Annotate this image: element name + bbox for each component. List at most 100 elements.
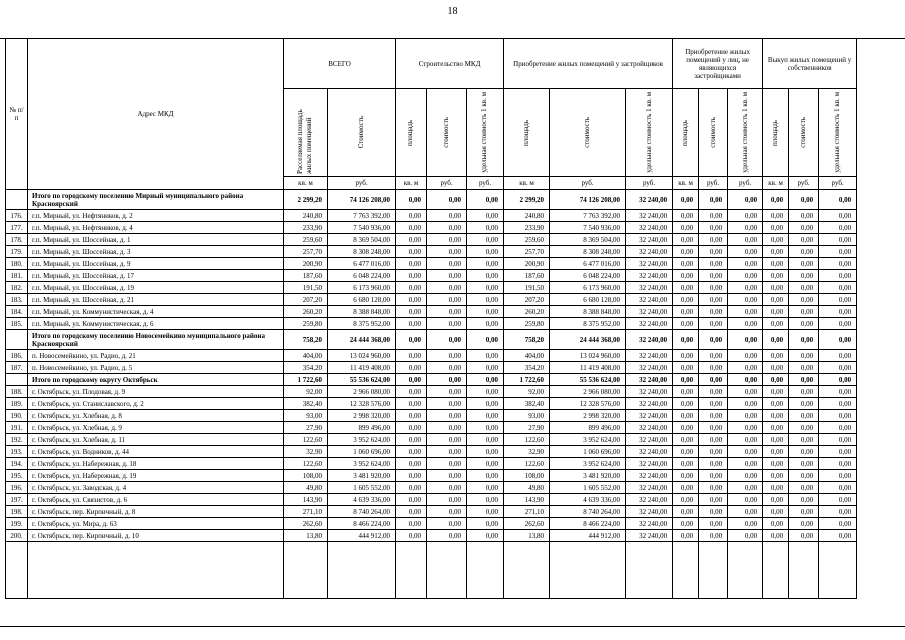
row-value: 0,00 xyxy=(426,209,468,222)
row-value: 240,80 xyxy=(503,209,551,222)
row-number: 179. xyxy=(5,245,28,258)
col-unit: кв. м xyxy=(762,176,790,190)
col-subheader: стоимость xyxy=(698,88,729,177)
row-value: 7 763 392,00 xyxy=(326,209,397,222)
row-value: 32 240,00 xyxy=(625,221,674,234)
row-value: 0,00 xyxy=(672,505,700,518)
row-value: 0,00 xyxy=(426,269,468,282)
row-value: 32 240,00 xyxy=(625,209,674,222)
row-value: 0,00 xyxy=(672,493,700,506)
row-value: 24 444 368,00 xyxy=(549,329,627,350)
row-value: 3 481 920,00 xyxy=(326,469,397,482)
row-value: 0,00 xyxy=(672,233,700,246)
row-value: 260,20 xyxy=(283,305,328,318)
row-value: 0,00 xyxy=(426,317,468,330)
col-header-address: Адрес МКД xyxy=(27,38,284,190)
row-value: 0,00 xyxy=(466,517,505,530)
row-value: 0,00 xyxy=(395,505,428,518)
row-value: 0,00 xyxy=(698,421,729,434)
row-value: 0,00 xyxy=(818,493,858,506)
row-value: 0,00 xyxy=(466,257,505,270)
row-value: 0,00 xyxy=(762,349,790,362)
row-number: 186. xyxy=(5,349,28,362)
units-row: кв. м руб. кв. м руб. руб. кв. м руб. руб. кв. м… xyxy=(6,176,858,190)
table-row: 180. г.п. Мирный, ул. Шоссейная, д. 9 200,… xyxy=(5,257,858,270)
empty-cell xyxy=(395,541,428,599)
row-value: 899 496,00 xyxy=(326,421,397,434)
row-value: 0,00 xyxy=(762,317,790,330)
empty-cell xyxy=(788,541,820,599)
row-value: 74 126 208,00 xyxy=(549,189,627,210)
row-value: 2 299,20 xyxy=(283,189,328,210)
row-value: 0,00 xyxy=(698,317,729,330)
row-number: 177. xyxy=(5,221,28,234)
row-value: 0,00 xyxy=(788,457,820,470)
row-value: 0,00 xyxy=(818,209,858,222)
row-value: 0,00 xyxy=(698,361,729,374)
row-value: 8 375 952,00 xyxy=(549,317,627,330)
row-value: 0,00 xyxy=(672,293,700,306)
row-value: 3 952 624,00 xyxy=(326,457,397,470)
row-value: 0,00 xyxy=(672,189,700,210)
row-value: 0,00 xyxy=(426,221,468,234)
row-value: 27,90 xyxy=(283,421,328,434)
row-value: 758,20 xyxy=(503,329,551,350)
row-value: 0,00 xyxy=(395,433,428,446)
col-unit: кв. м xyxy=(283,176,328,190)
row-value: 2 966 080,00 xyxy=(549,385,627,398)
row-value: 1 605 552,00 xyxy=(549,481,627,494)
row-value: 0,00 xyxy=(426,349,468,362)
row-value: 0,00 xyxy=(426,293,468,306)
row-value: 4 639 336,00 xyxy=(326,493,397,506)
row-value: 0,00 xyxy=(426,361,468,374)
row-value: 444 912,00 xyxy=(326,529,397,542)
col-subheader-label: стоимость xyxy=(708,117,717,148)
row-number: 187. xyxy=(5,361,28,374)
row-value: 92,00 xyxy=(503,385,551,398)
row-value: 32 240,00 xyxy=(625,529,674,542)
row-value: 0,00 xyxy=(762,445,790,458)
col-subheader: удельная стоимость 1 кв. м xyxy=(466,88,505,177)
row-value: 8 369 504,00 xyxy=(549,233,627,246)
row-value: 0,00 xyxy=(698,397,729,410)
row-value: 271,10 xyxy=(283,505,328,518)
row-value: 0,00 xyxy=(762,221,790,234)
row-value: 259,80 xyxy=(503,317,551,330)
row-value: 0,00 xyxy=(466,221,505,234)
col-subheader-label: удельная стоимость 1 кв. м xyxy=(833,92,842,173)
row-value: 0,00 xyxy=(466,385,505,398)
row-value: 0,00 xyxy=(395,221,428,234)
row-value: 262,60 xyxy=(283,517,328,530)
row-value: 8 375 952,00 xyxy=(326,317,397,330)
col-subheader: площадь xyxy=(503,88,551,177)
col-unit: руб. xyxy=(326,176,397,190)
row-address: Итого по городскому поселению Новосемейк… xyxy=(27,329,284,350)
row-value: 0,00 xyxy=(672,445,700,458)
row-value: 0,00 xyxy=(426,305,468,318)
row-value: 0,00 xyxy=(788,361,820,374)
row-value: 0,00 xyxy=(727,305,764,318)
row-address: п. Новосемейкино, ул. Радио, д. 21 xyxy=(27,349,284,362)
row-value: 0,00 xyxy=(762,245,790,258)
row-value: 0,00 xyxy=(727,189,764,210)
row-value: 49,80 xyxy=(283,481,328,494)
row-number: 190. xyxy=(5,409,28,422)
group-header-buyout-owners: Выкуп жилых помещений у собственников xyxy=(762,38,858,89)
row-value: 0,00 xyxy=(395,517,428,530)
row-value: 0,00 xyxy=(727,457,764,470)
col-subheader: удельная стоимость 1 кв. м xyxy=(727,88,764,177)
col-subheader-label: Стоимость xyxy=(356,116,365,149)
row-value: 8 740 264,00 xyxy=(549,505,627,518)
row-value: 12 328 576,00 xyxy=(549,397,627,410)
row-value: 0,00 xyxy=(818,361,858,374)
col-subheader: стоимость xyxy=(788,88,820,177)
row-value: 0,00 xyxy=(426,385,468,398)
row-value: 207,20 xyxy=(503,293,551,306)
row-value: 32 240,00 xyxy=(625,349,674,362)
row-value: 0,00 xyxy=(788,245,820,258)
row-value: 0,00 xyxy=(788,385,820,398)
row-number: 194. xyxy=(5,457,28,470)
row-value: 0,00 xyxy=(788,189,820,210)
row-value: 0,00 xyxy=(426,397,468,410)
col-subheader: Расселяемая площадь жилых помещений xyxy=(283,88,328,177)
